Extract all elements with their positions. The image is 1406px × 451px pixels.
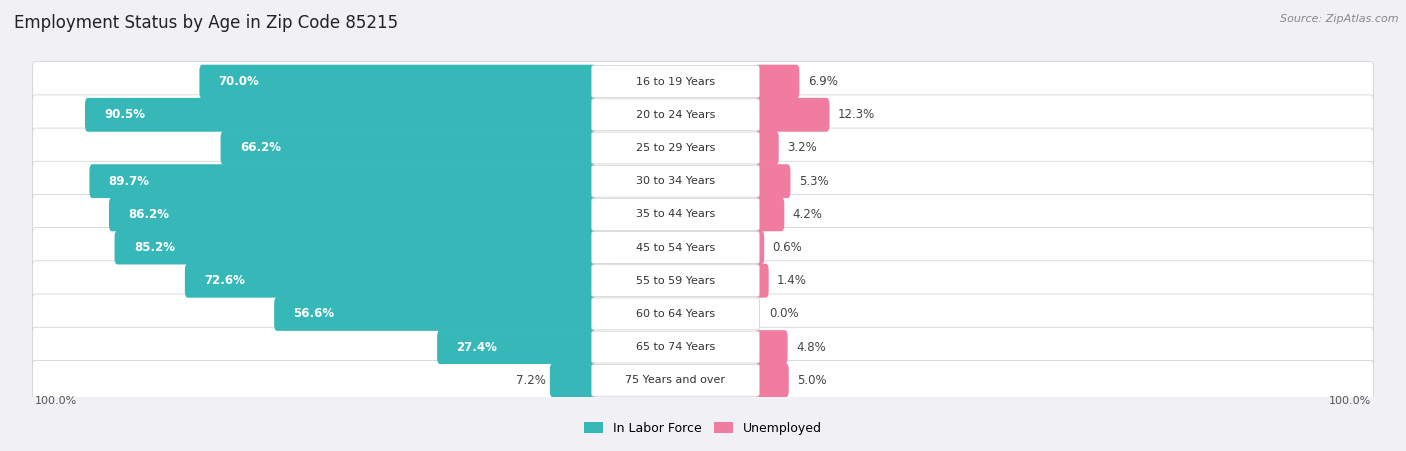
FancyBboxPatch shape <box>32 261 1374 301</box>
FancyBboxPatch shape <box>592 198 759 230</box>
FancyBboxPatch shape <box>200 64 596 98</box>
Text: 25 to 29 Years: 25 to 29 Years <box>636 143 716 153</box>
Text: 72.6%: 72.6% <box>204 274 245 287</box>
Text: 70.0%: 70.0% <box>219 75 260 88</box>
FancyBboxPatch shape <box>32 327 1374 367</box>
Text: 5.3%: 5.3% <box>799 175 828 188</box>
FancyBboxPatch shape <box>755 264 769 298</box>
FancyBboxPatch shape <box>592 165 759 197</box>
Text: 7.2%: 7.2% <box>516 374 546 387</box>
Text: 0.0%: 0.0% <box>769 308 799 320</box>
FancyBboxPatch shape <box>592 132 759 164</box>
FancyBboxPatch shape <box>755 64 800 98</box>
Text: 16 to 19 Years: 16 to 19 Years <box>636 77 716 87</box>
FancyBboxPatch shape <box>592 66 759 97</box>
FancyBboxPatch shape <box>755 330 787 364</box>
FancyBboxPatch shape <box>32 62 1374 101</box>
Text: 30 to 34 Years: 30 to 34 Years <box>636 176 716 186</box>
Text: 3.2%: 3.2% <box>787 142 817 155</box>
Text: 0.6%: 0.6% <box>772 241 803 254</box>
Text: 1.4%: 1.4% <box>778 274 807 287</box>
FancyBboxPatch shape <box>755 364 789 397</box>
FancyBboxPatch shape <box>437 330 596 364</box>
FancyBboxPatch shape <box>32 360 1374 400</box>
FancyBboxPatch shape <box>114 230 596 264</box>
Text: 12.3%: 12.3% <box>838 108 875 121</box>
FancyBboxPatch shape <box>592 265 759 297</box>
Text: 65 to 74 Years: 65 to 74 Years <box>636 342 716 352</box>
FancyBboxPatch shape <box>32 294 1374 334</box>
FancyBboxPatch shape <box>550 364 596 397</box>
FancyBboxPatch shape <box>274 297 596 331</box>
FancyBboxPatch shape <box>32 194 1374 234</box>
Text: 5.0%: 5.0% <box>797 374 827 387</box>
Text: 27.4%: 27.4% <box>457 341 498 354</box>
FancyBboxPatch shape <box>755 131 779 165</box>
FancyBboxPatch shape <box>592 99 759 131</box>
Text: 55 to 59 Years: 55 to 59 Years <box>636 276 716 286</box>
FancyBboxPatch shape <box>184 264 596 298</box>
Text: 35 to 44 Years: 35 to 44 Years <box>636 209 716 219</box>
FancyBboxPatch shape <box>755 98 830 132</box>
FancyBboxPatch shape <box>221 131 596 165</box>
FancyBboxPatch shape <box>32 95 1374 135</box>
FancyBboxPatch shape <box>755 198 785 231</box>
Text: 75 Years and over: 75 Years and over <box>626 375 725 385</box>
Text: 6.9%: 6.9% <box>807 75 838 88</box>
FancyBboxPatch shape <box>32 161 1374 201</box>
FancyBboxPatch shape <box>32 128 1374 168</box>
Text: Employment Status by Age in Zip Code 85215: Employment Status by Age in Zip Code 852… <box>14 14 398 32</box>
FancyBboxPatch shape <box>84 98 596 132</box>
Text: Source: ZipAtlas.com: Source: ZipAtlas.com <box>1281 14 1399 23</box>
Text: 45 to 54 Years: 45 to 54 Years <box>636 243 716 253</box>
FancyBboxPatch shape <box>755 230 765 264</box>
Text: 4.2%: 4.2% <box>793 208 823 221</box>
Text: 90.5%: 90.5% <box>104 108 145 121</box>
FancyBboxPatch shape <box>110 198 596 231</box>
Text: 89.7%: 89.7% <box>108 175 150 188</box>
Text: 86.2%: 86.2% <box>128 208 169 221</box>
Text: 4.8%: 4.8% <box>796 341 825 354</box>
FancyBboxPatch shape <box>592 364 759 396</box>
FancyBboxPatch shape <box>32 228 1374 267</box>
FancyBboxPatch shape <box>755 164 790 198</box>
Text: 66.2%: 66.2% <box>240 142 281 155</box>
Text: 100.0%: 100.0% <box>1329 396 1371 406</box>
FancyBboxPatch shape <box>90 164 596 198</box>
Text: 85.2%: 85.2% <box>134 241 174 254</box>
Text: 60 to 64 Years: 60 to 64 Years <box>636 309 716 319</box>
FancyBboxPatch shape <box>592 232 759 263</box>
FancyBboxPatch shape <box>592 298 759 330</box>
Text: 100.0%: 100.0% <box>35 396 77 406</box>
Text: 56.6%: 56.6% <box>294 308 335 320</box>
Text: 20 to 24 Years: 20 to 24 Years <box>636 110 716 120</box>
FancyBboxPatch shape <box>592 331 759 363</box>
Legend: In Labor Force, Unemployed: In Labor Force, Unemployed <box>579 417 827 440</box>
